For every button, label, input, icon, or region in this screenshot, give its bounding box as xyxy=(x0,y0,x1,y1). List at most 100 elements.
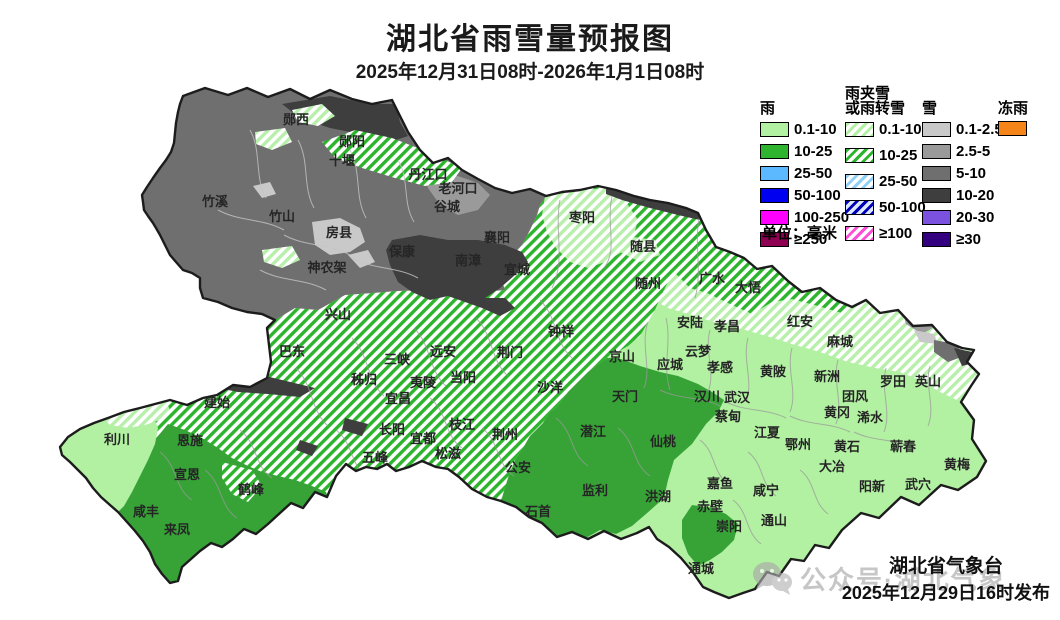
legend-item-label: 10-20 xyxy=(956,187,995,204)
county-boundaries-snowzone xyxy=(217,129,419,291)
city-label: 三峡 xyxy=(384,352,411,367)
legend-swatch xyxy=(922,210,951,225)
city-label: 老河口 xyxy=(437,181,477,196)
city-label: 秭归 xyxy=(351,372,377,387)
sleet-patches-northwest xyxy=(255,104,462,268)
city-label: 保康 xyxy=(388,244,416,259)
region-rain-medium-southwest xyxy=(118,424,330,583)
province-border xyxy=(58,86,988,600)
legend-column-title: 雨夹雪 或雨转雪 xyxy=(845,85,906,117)
city-label: 钟祥 xyxy=(548,324,574,339)
legend-item-label: 50-100 xyxy=(794,187,841,204)
city-label: 黄陂 xyxy=(760,364,787,379)
city-label: 十堰 xyxy=(329,153,355,168)
city-label: 红安 xyxy=(787,314,813,329)
legend-item: 100-250 xyxy=(760,209,849,226)
city-label: 仙桃 xyxy=(650,434,676,449)
legend-item-label: ≥100 xyxy=(879,225,913,242)
legend-swatch xyxy=(922,144,951,159)
city-label: 兴山 xyxy=(325,307,351,322)
issuing-agency: 湖北省气象台 xyxy=(888,556,1003,577)
city-label: 潜江 xyxy=(580,424,606,439)
city-label: 赤壁 xyxy=(697,499,723,514)
legend-column-title: 雪 xyxy=(922,100,938,117)
city-label: 郧阳 xyxy=(339,134,365,149)
city-label: 咸宁 xyxy=(753,483,779,498)
city-label: 宜都 xyxy=(410,431,436,446)
legend-swatch xyxy=(922,232,951,247)
wechat-icon xyxy=(753,562,792,595)
legend-column-0: 雨 0.1-10 10-25 25-50 50-100 100-250 ≥250 xyxy=(760,84,849,253)
legend-column-3: 冻雨 xyxy=(998,84,1048,253)
legend-item-label: 0.1-10 xyxy=(794,121,837,138)
city-label: 竹溪 xyxy=(201,194,229,209)
city-label: 新洲 xyxy=(814,369,840,384)
city-label: 谷城 xyxy=(434,199,460,214)
county-boundaries xyxy=(159,195,932,545)
city-label: 襄阳 xyxy=(483,230,510,245)
legend-item: 5-10 xyxy=(922,165,998,182)
legend-item: 10-25 xyxy=(845,147,922,164)
city-label: 鄂州 xyxy=(785,437,811,452)
city-label: 英山 xyxy=(914,374,941,389)
legend: 雨 0.1-10 10-25 25-50 50-100 100-250 ≥250 雨夹雪 或雨转… xyxy=(760,84,1048,253)
city-label: 阳新 xyxy=(859,479,885,494)
legend-item: 10-20 xyxy=(922,187,998,204)
city-label: 五峰 xyxy=(362,450,389,465)
city-label: 恩施 xyxy=(177,433,203,448)
legend-item-label: 10-25 xyxy=(794,143,833,160)
city-label: 黄石 xyxy=(834,439,860,454)
region-sleet-medium-northeast xyxy=(660,212,852,314)
city-label: 孝感 xyxy=(706,360,733,375)
region-sleet-light-zaoyang xyxy=(542,188,638,268)
city-label: 麻城 xyxy=(826,334,853,349)
city-label: 荆州 xyxy=(492,427,518,442)
city-label: 宜昌 xyxy=(385,391,411,406)
city-label: 安陆 xyxy=(677,315,703,330)
city-label: 浠水 xyxy=(857,410,884,425)
city-label: 长阳 xyxy=(379,422,405,437)
legend-item-label: 100-250 xyxy=(794,209,850,226)
legend-item: 25-50 xyxy=(760,165,845,182)
city-label: 应城 xyxy=(657,357,683,372)
city-label: 洪湖 xyxy=(645,489,671,504)
city-label: 宣恩 xyxy=(174,467,200,482)
legend-item-label: 10-25 xyxy=(879,147,918,164)
city-label: 枣阳 xyxy=(568,210,595,225)
region-rain-medium-jianghan xyxy=(501,358,724,538)
legend-column-2: 雪 0.1-2.5 2.5-5 5-10 10-20 20-30 ≥30 xyxy=(922,84,1003,253)
legend-item: 10-25 xyxy=(760,143,845,160)
city-label: 南漳 xyxy=(455,253,481,268)
legend-item-label: 5-10 xyxy=(956,165,987,182)
legend-item-label: 2.5-5 xyxy=(956,143,991,160)
legend-item: 0.1-2.5 xyxy=(922,121,1003,138)
region-sleet-hefeng-west xyxy=(222,462,262,502)
legend-item: ≥250 xyxy=(760,231,845,248)
city-label: 郧西 xyxy=(283,112,309,127)
legend-item: ≥30 xyxy=(922,231,998,248)
legend-item-label: 0.1-2.5 xyxy=(956,121,1003,138)
city-label: 丹江口 xyxy=(408,167,447,182)
city-label: 汉川 xyxy=(694,389,720,404)
city-label: 通城 xyxy=(688,561,714,576)
legend-swatch xyxy=(760,166,789,181)
city-label: 孝昌 xyxy=(713,319,740,334)
region-sleet-light-suixian xyxy=(618,235,660,262)
city-label: 神农架 xyxy=(307,260,346,275)
city-label: 鹤峰 xyxy=(238,482,265,497)
city-label: 罗田 xyxy=(880,374,906,389)
legend-swatch xyxy=(760,232,789,247)
city-label: 巴东 xyxy=(279,344,305,359)
city-label: 崇阳 xyxy=(716,519,742,534)
legend-swatch xyxy=(760,122,789,137)
city-label: 建始 xyxy=(204,395,230,410)
forecast-period: 2025年12月31日08时-2026年1月1日08时 xyxy=(355,62,705,83)
city-label: 江夏 xyxy=(754,425,781,440)
legend-item-label: 25-50 xyxy=(794,165,833,182)
legend-column-1: 雨夹雪 或雨转雪 0.1-10 10-25 25-50 50-100 ≥100 xyxy=(845,84,926,253)
city-label: 黄梅 xyxy=(944,457,970,472)
watermark: 公众号·湖北气象 xyxy=(750,558,1007,598)
city-label: 武汉 xyxy=(724,390,751,405)
